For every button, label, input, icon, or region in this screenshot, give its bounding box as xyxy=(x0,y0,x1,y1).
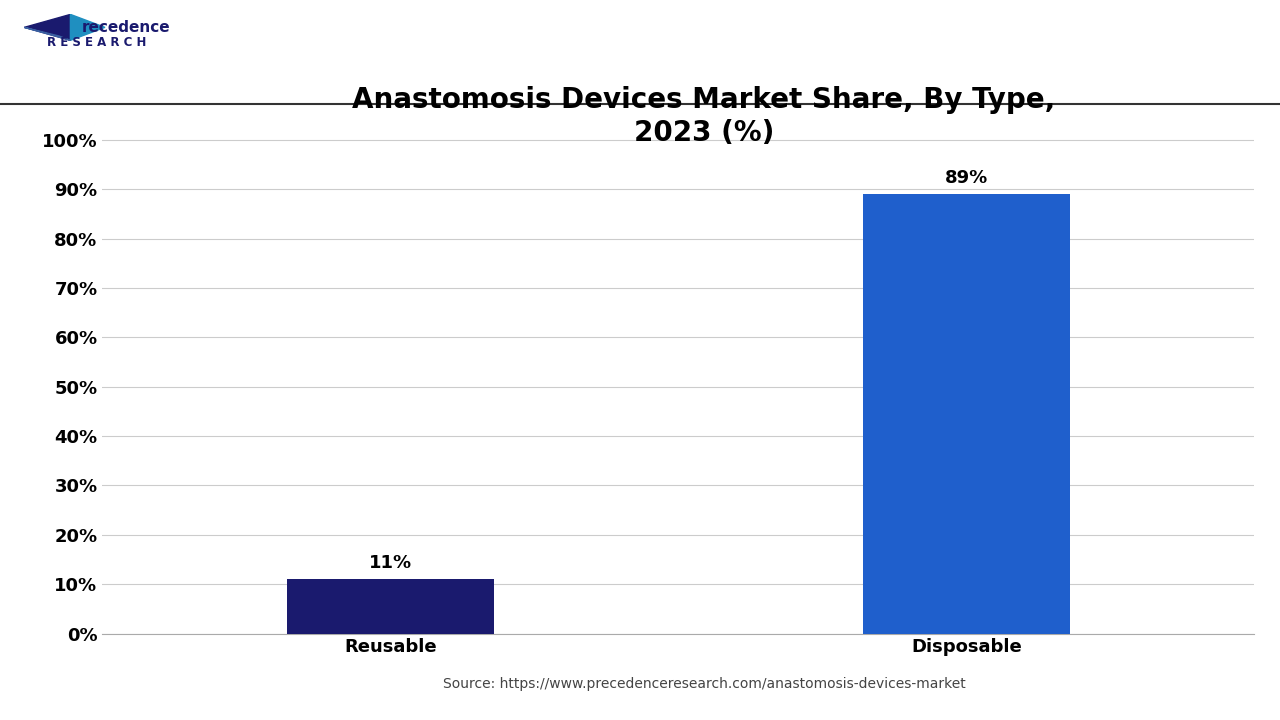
Text: Anastomosis Devices Market Share, By Type,
2023 (%): Anastomosis Devices Market Share, By Typ… xyxy=(352,86,1056,147)
Text: Source: https://www.precedenceresearch.com/anastomosis-devices-market: Source: https://www.precedenceresearch.c… xyxy=(443,678,965,691)
Text: 89%: 89% xyxy=(945,168,988,186)
Text: 11%: 11% xyxy=(369,554,412,572)
Text: recedence: recedence xyxy=(82,20,170,35)
Polygon shape xyxy=(24,14,70,40)
Bar xyxy=(863,194,1070,634)
Polygon shape xyxy=(70,14,105,40)
Text: R E S E A R C H: R E S E A R C H xyxy=(47,35,147,48)
Polygon shape xyxy=(24,27,70,40)
Bar xyxy=(287,580,494,634)
